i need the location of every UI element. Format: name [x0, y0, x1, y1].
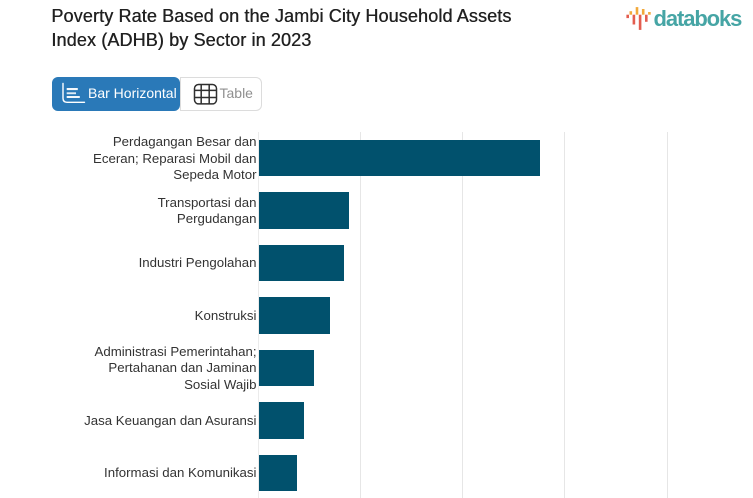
svg-text:databoks: databoks [654, 6, 743, 31]
